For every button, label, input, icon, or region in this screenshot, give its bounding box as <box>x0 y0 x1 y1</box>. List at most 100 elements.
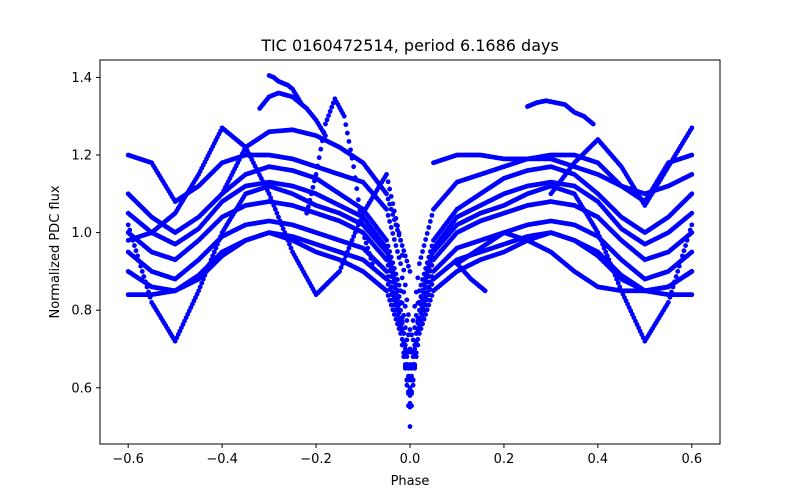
series-5 <box>125 183 695 429</box>
data-point <box>665 300 671 305</box>
data-point <box>279 222 285 228</box>
data-point <box>218 234 223 239</box>
data-point <box>689 152 695 158</box>
data-point <box>323 121 328 127</box>
x-tick-label: −0.4 <box>206 452 238 467</box>
data-point <box>305 204 311 210</box>
data-point <box>344 249 350 255</box>
data-point <box>138 263 144 269</box>
data-point <box>141 274 147 279</box>
data-point <box>420 321 425 327</box>
data-point <box>390 272 396 277</box>
data-point <box>393 243 399 248</box>
data-point <box>407 268 413 274</box>
data-point <box>409 332 414 338</box>
data-point <box>215 241 220 247</box>
data-point <box>401 289 407 295</box>
data-point <box>412 365 418 371</box>
data-point <box>678 258 684 264</box>
data-point <box>399 320 405 326</box>
data-point <box>308 191 314 197</box>
data-point <box>396 232 402 238</box>
data-point <box>391 277 397 283</box>
data-point <box>128 232 134 238</box>
data-point <box>401 350 407 356</box>
data-point <box>327 108 333 114</box>
data-point <box>402 362 408 367</box>
data-point <box>139 268 145 274</box>
data-point <box>402 365 408 371</box>
data-point <box>125 222 131 228</box>
data-point <box>407 327 413 332</box>
data-point <box>321 130 327 135</box>
data-point <box>590 121 596 127</box>
data-point <box>384 268 389 274</box>
data-point <box>398 331 404 336</box>
data-point <box>600 241 605 247</box>
data-point <box>363 240 369 246</box>
data-point <box>359 219 364 225</box>
data-point <box>404 377 410 383</box>
data-point <box>402 303 408 309</box>
data-point <box>354 226 360 232</box>
data-point <box>689 268 695 274</box>
data-point <box>598 237 604 243</box>
data-point <box>352 230 358 236</box>
x-tick-label: 0.4 <box>588 452 609 467</box>
data-point <box>387 219 393 224</box>
data-point <box>385 281 391 287</box>
data-point <box>269 199 275 204</box>
data-point <box>676 263 682 269</box>
data-point <box>285 237 291 243</box>
data-point <box>391 217 397 223</box>
data-layer <box>125 73 695 429</box>
data-point <box>410 382 416 388</box>
data-point <box>357 208 363 214</box>
data-point <box>385 255 391 260</box>
data-point <box>384 172 389 177</box>
data-point <box>390 307 396 313</box>
data-point <box>424 231 430 236</box>
x-tick-label: 0.6 <box>681 452 702 467</box>
x-tick-label: −0.6 <box>112 452 144 467</box>
data-point <box>388 302 394 308</box>
data-point <box>312 178 317 184</box>
y-tick-label: 0.6 <box>71 381 92 396</box>
data-point <box>326 113 331 118</box>
data-point <box>197 284 203 290</box>
data-point <box>675 268 681 274</box>
y-axis-label: Normalized PDC flux <box>48 185 63 318</box>
data-point <box>351 234 357 239</box>
data-point <box>272 206 278 212</box>
data-point <box>399 342 405 348</box>
data-point <box>686 232 692 238</box>
data-point <box>606 257 612 263</box>
data-point <box>412 346 418 352</box>
data-point <box>406 312 411 318</box>
data-point <box>395 249 400 254</box>
data-point <box>310 184 316 190</box>
data-point <box>390 231 396 236</box>
data-point <box>398 261 404 267</box>
data-point <box>368 256 374 261</box>
y-tick-label: 1.0 <box>71 226 92 241</box>
data-point <box>415 320 421 326</box>
data-point <box>351 164 357 170</box>
data-point <box>208 257 214 263</box>
data-point <box>426 225 432 230</box>
data-point <box>689 292 695 298</box>
data-point <box>426 302 432 308</box>
data-point <box>689 249 695 255</box>
data-point <box>384 191 389 197</box>
x-axis-label: Phase <box>391 474 430 489</box>
data-point <box>266 191 272 197</box>
data-point <box>355 222 361 228</box>
data-point <box>387 201 393 207</box>
data-point <box>416 300 422 305</box>
data-point <box>395 288 400 294</box>
data-point <box>673 274 679 279</box>
data-point <box>601 245 607 251</box>
data-point <box>687 227 693 233</box>
data-point <box>401 312 407 318</box>
data-point <box>416 261 422 267</box>
